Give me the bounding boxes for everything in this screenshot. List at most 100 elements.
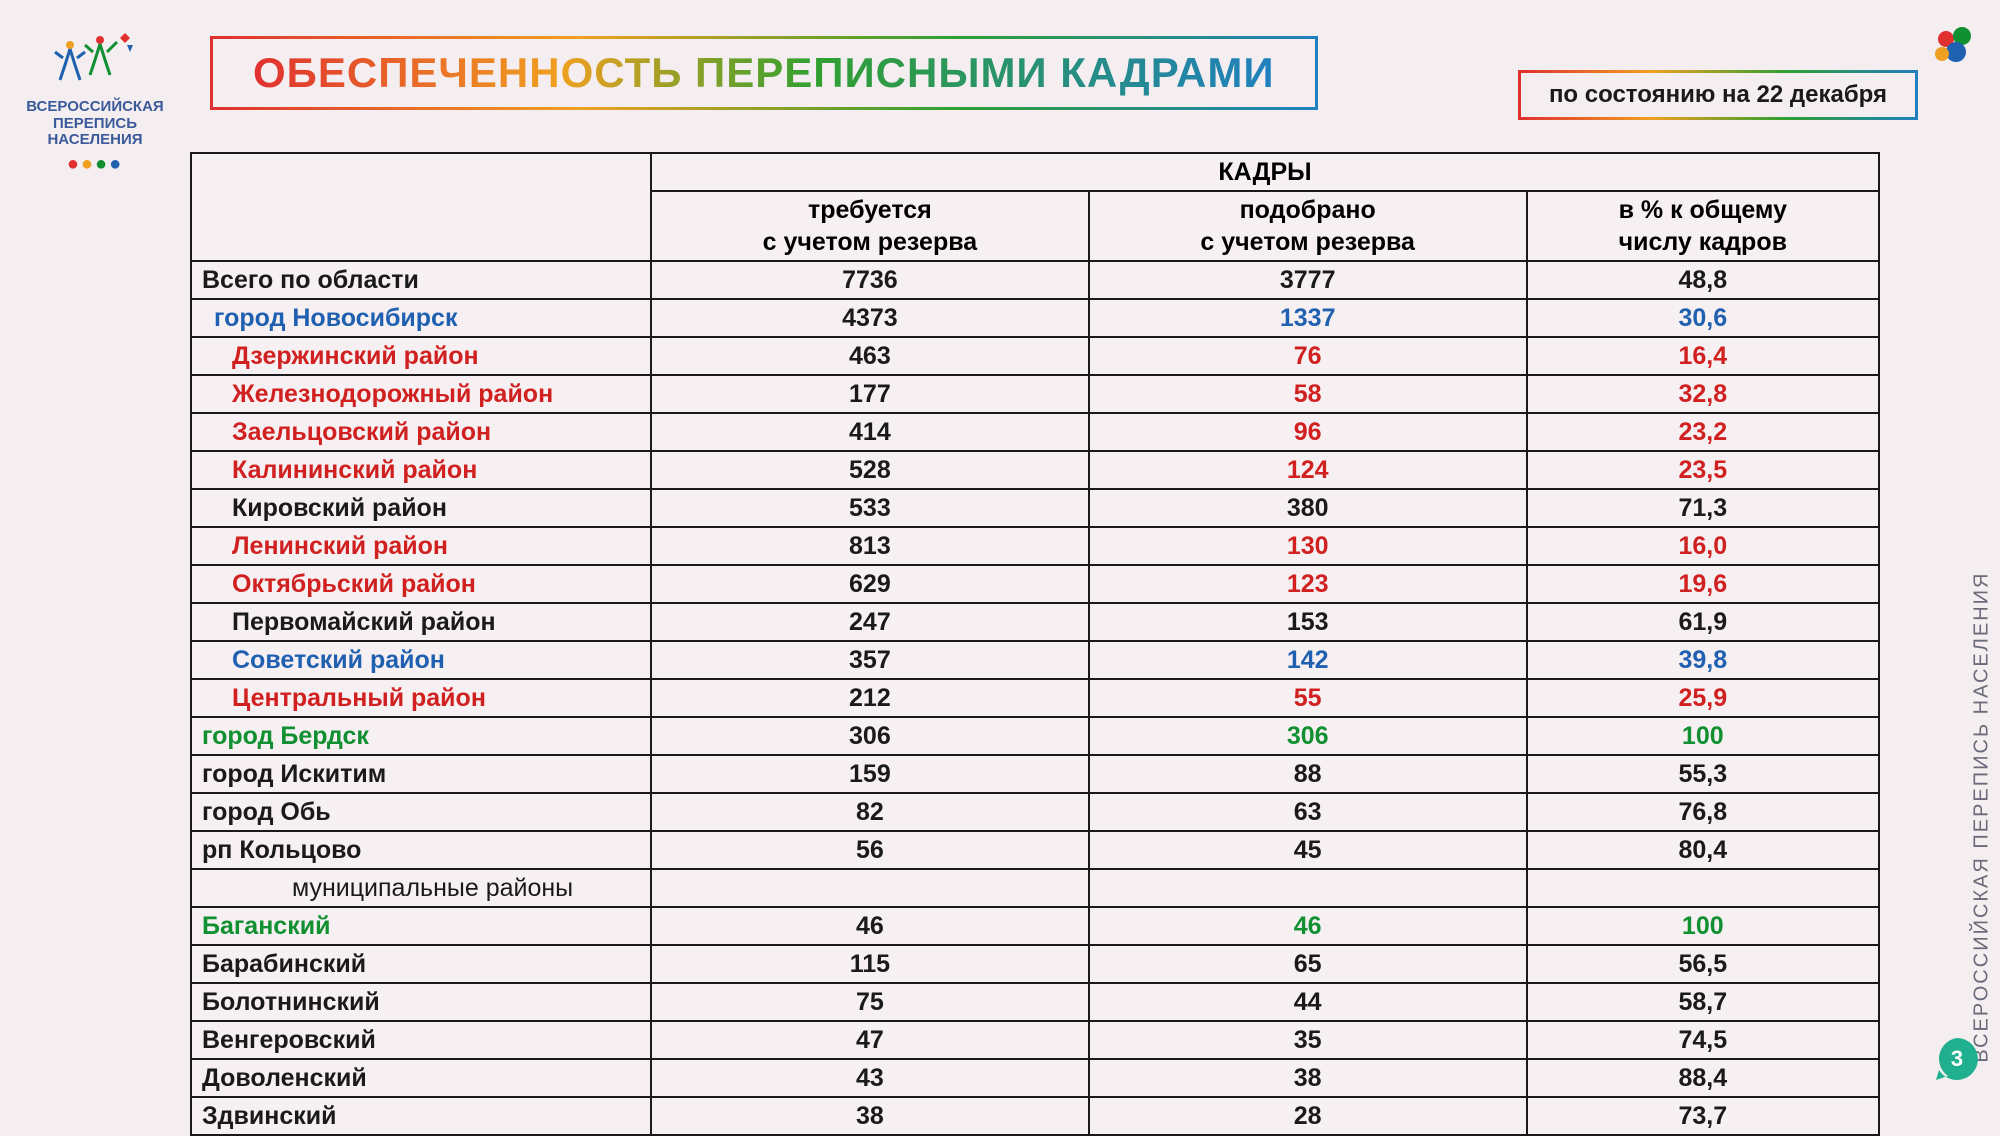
- cell-percent: 73,7: [1527, 1097, 1879, 1135]
- cell-required: 528: [651, 451, 1089, 489]
- cell-region: город Искитим: [191, 755, 651, 793]
- census-logo-left: ВСЕРОССИЙСКАЯ ПЕРЕПИСЬ НАСЕЛЕНИЯ ●●●●: [20, 30, 170, 176]
- table-row: Первомайский район24715361,9: [191, 603, 1879, 641]
- cell-required: 813: [651, 527, 1089, 565]
- page-number: 3: [1951, 1046, 1963, 1071]
- page-title-box: ОБЕСПЕЧЕННОСТЬ ПЕРЕПИСНЫМИ КАДРАМИ: [210, 36, 1318, 110]
- cell-required: 414: [651, 413, 1089, 451]
- cell-percent: 80,4: [1527, 831, 1879, 869]
- table-row: город Бердск306306100: [191, 717, 1879, 755]
- cell-percent: 39,8: [1527, 641, 1879, 679]
- cell-selected: 63: [1089, 793, 1527, 831]
- date-badge: по состоянию на 22 декабря: [1518, 70, 1918, 120]
- census-logo-right: [1928, 24, 1978, 79]
- cell-percent: [1527, 869, 1879, 907]
- table-row: город Новосибирск4373133730,6: [191, 299, 1879, 337]
- cell-selected: 58: [1089, 375, 1527, 413]
- cell-required: 159: [651, 755, 1089, 793]
- cell-percent: 88,4: [1527, 1059, 1879, 1097]
- cell-region: город Обь: [191, 793, 651, 831]
- th-selected: подобранос учетом резерва: [1089, 191, 1527, 261]
- table-row: Центральный район2125525,9: [191, 679, 1879, 717]
- cell-selected: 306: [1089, 717, 1527, 755]
- cell-required: 115: [651, 945, 1089, 983]
- cell-region: рп Кольцово: [191, 831, 651, 869]
- cell-region: город Бердск: [191, 717, 651, 755]
- cell-percent: 23,2: [1527, 413, 1879, 451]
- vertical-brand-text: ВСЕРОССИЙСКАЯ ПЕРЕПИСЬ НАСЕЛЕНИЯ: [1971, 572, 1994, 1063]
- table-row: Железнодорожный район1775832,8: [191, 375, 1879, 413]
- table-row: Баганский4646100: [191, 907, 1879, 945]
- cell-selected: [1089, 869, 1527, 907]
- cell-region: Доволенский: [191, 1059, 651, 1097]
- th-group: КАДРЫ: [651, 153, 1879, 191]
- table-row: Ленинский район81313016,0: [191, 527, 1879, 565]
- cell-selected: 46: [1089, 907, 1527, 945]
- cell-percent: 16,0: [1527, 527, 1879, 565]
- cell-region: Ленинский район: [191, 527, 651, 565]
- cell-percent: 23,5: [1527, 451, 1879, 489]
- cell-selected: 38: [1089, 1059, 1527, 1097]
- cell-region: Заельцовский район: [191, 413, 651, 451]
- cell-percent: 30,6: [1527, 299, 1879, 337]
- cell-required: 82: [651, 793, 1089, 831]
- cell-region: муниципальные районы: [191, 869, 651, 907]
- cell-region: Барабинский: [191, 945, 651, 983]
- cell-percent: 25,9: [1527, 679, 1879, 717]
- table-row: рп Кольцово564580,4: [191, 831, 1879, 869]
- table-row: муниципальные районы: [191, 869, 1879, 907]
- cell-region: Первомайский район: [191, 603, 651, 641]
- cell-selected: 142: [1089, 641, 1527, 679]
- cell-selected: 96: [1089, 413, 1527, 451]
- cell-required: 56: [651, 831, 1089, 869]
- page-number-badge: 3: [1934, 1036, 1980, 1082]
- cell-region: город Новосибирск: [191, 299, 651, 337]
- cell-required: 463: [651, 337, 1089, 375]
- table-row: Здвинский382873,7: [191, 1097, 1879, 1135]
- table-row: Кировский район53338071,3: [191, 489, 1879, 527]
- cell-required: 4373: [651, 299, 1089, 337]
- cell-region: Дзержинский район: [191, 337, 651, 375]
- cell-selected: 44: [1089, 983, 1527, 1021]
- cell-percent: 32,8: [1527, 375, 1879, 413]
- cell-required: 247: [651, 603, 1089, 641]
- cell-required: 46: [651, 907, 1089, 945]
- cell-percent: 74,5: [1527, 1021, 1879, 1059]
- cell-region: Калининский район: [191, 451, 651, 489]
- table-row: Барабинский1156556,5: [191, 945, 1879, 983]
- cell-region: Баганский: [191, 907, 651, 945]
- cell-selected: 55: [1089, 679, 1527, 717]
- cell-percent: 100: [1527, 907, 1879, 945]
- cell-percent: 16,4: [1527, 337, 1879, 375]
- table-row: Доволенский433888,4: [191, 1059, 1879, 1097]
- cell-selected: 45: [1089, 831, 1527, 869]
- cell-selected: 76: [1089, 337, 1527, 375]
- dancing-figures-icon: [45, 30, 145, 90]
- cell-percent: 71,3: [1527, 489, 1879, 527]
- table-row: город Обь826376,8: [191, 793, 1879, 831]
- cell-required: 177: [651, 375, 1089, 413]
- th-required: требуетсяс учетом резерва: [651, 191, 1089, 261]
- cell-percent: 61,9: [1527, 603, 1879, 641]
- th-percent: в % к общемучислу кадров: [1527, 191, 1879, 261]
- cell-required: 43: [651, 1059, 1089, 1097]
- table-row: Октябрьский район62912319,6: [191, 565, 1879, 603]
- cell-region: Здвинский: [191, 1097, 651, 1135]
- cell-percent: 55,3: [1527, 755, 1879, 793]
- cell-selected: 35: [1089, 1021, 1527, 1059]
- table-row: Болотнинский754458,7: [191, 983, 1879, 1021]
- table-row: Советский район35714239,8: [191, 641, 1879, 679]
- cell-required: 47: [651, 1021, 1089, 1059]
- cell-selected: 153: [1089, 603, 1527, 641]
- cell-region: Железнодорожный район: [191, 375, 651, 413]
- date-text: по состоянию на 22 декабря: [1549, 81, 1887, 109]
- cell-selected: 1337: [1089, 299, 1527, 337]
- speech-bubbles-icon: [1928, 24, 1978, 74]
- cell-percent: 48,8: [1527, 261, 1879, 299]
- cell-selected: 88: [1089, 755, 1527, 793]
- table-row: Венгеровский473574,5: [191, 1021, 1879, 1059]
- cell-region: Венгеровский: [191, 1021, 651, 1059]
- logo-dots-icon: ●●●●: [20, 153, 170, 176]
- cell-selected: 3777: [1089, 261, 1527, 299]
- cell-region: Советский район: [191, 641, 651, 679]
